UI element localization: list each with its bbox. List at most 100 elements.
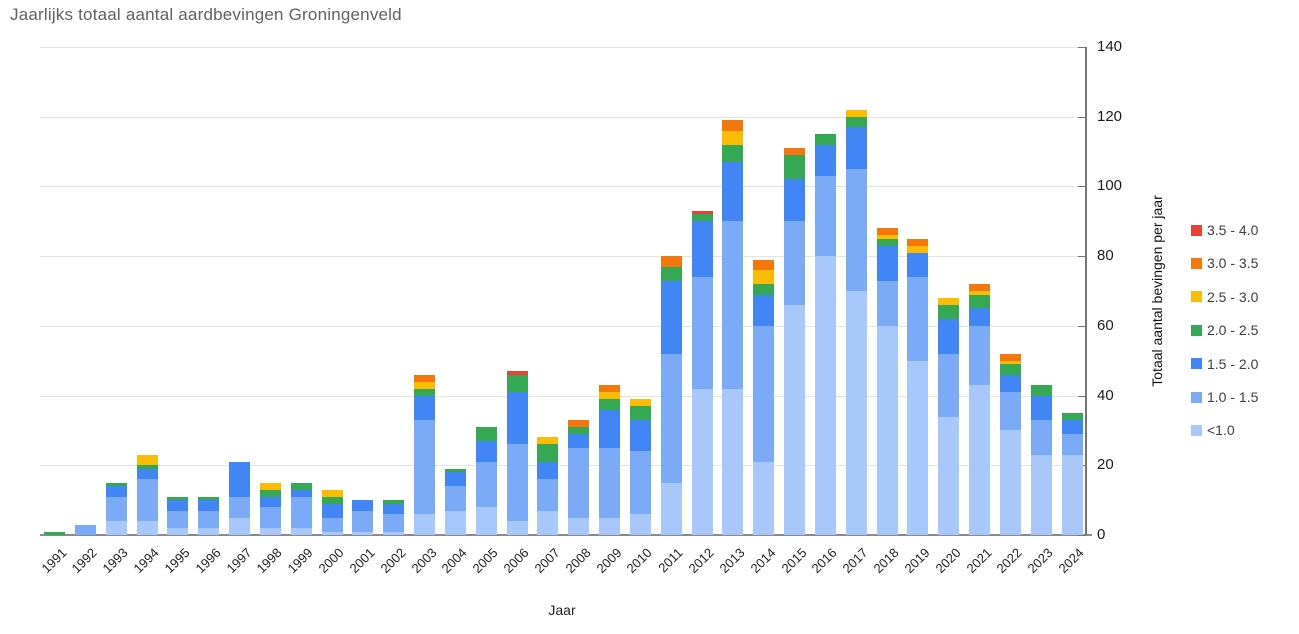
bar-segment-<1.0 — [599, 517, 620, 535]
chart-title: Jaarlijks totaal aantal aardbevingen Gro… — [10, 5, 402, 24]
y-axis-tick — [1078, 325, 1085, 327]
bar-1996 — [198, 496, 220, 535]
bar-segment-1.0-1.5 — [969, 325, 991, 386]
bar-segment-3.0-3.5 — [784, 148, 806, 156]
bar-segment-2.0-2.5 — [845, 116, 867, 128]
bar-segment-2.0-2.5 — [383, 500, 405, 504]
bar-segment-<1.0 — [352, 531, 374, 535]
bar-2024 — [1061, 413, 1083, 535]
bar-segment-1.0-1.5 — [629, 451, 651, 515]
bar-segment-1.0-1.5 — [229, 496, 250, 518]
bar-segment-1.5-2.0 — [321, 503, 343, 518]
bar-segment-<1.0 — [290, 528, 312, 535]
bar-segment-2.5-3.0 — [414, 381, 435, 389]
bar-segment-<1.0 — [506, 521, 528, 535]
bar-1992 — [74, 524, 96, 535]
bar-1997 — [229, 461, 250, 535]
bar-segment-2.5-3.0 — [321, 489, 343, 497]
bar-segment-2.0-2.5 — [876, 238, 898, 246]
bar-2004 — [444, 468, 466, 535]
bar-segment-2.0-2.5 — [969, 294, 991, 309]
bar-segment-<1.0 — [1061, 454, 1083, 535]
bar-2002 — [383, 500, 405, 535]
legend-item-1.5-2.0: 1.5 - 2.0 — [1191, 354, 1258, 374]
bar-segment-1.5-2.0 — [475, 440, 497, 462]
bar-segment-3.5-4.0 — [506, 371, 528, 375]
bar-segment-1.5-2.0 — [383, 503, 405, 515]
bar-1994 — [136, 454, 158, 535]
y-axis-line — [1085, 47, 1087, 535]
bar-segment-<1.0 — [167, 528, 189, 535]
bar-segment-1.5-2.0 — [907, 252, 929, 278]
bar-segment-2.5-3.0 — [969, 291, 991, 295]
bar-segment-2.0-2.5 — [537, 444, 559, 462]
y-tick-label: 40 — [1097, 386, 1114, 404]
bar-segment-1.0-1.5 — [938, 353, 960, 417]
bar-segment-1.0-1.5 — [506, 444, 528, 522]
bar-2006 — [506, 371, 528, 535]
bar-segment-<1.0 — [722, 388, 744, 535]
bar-segment-1.5-2.0 — [629, 420, 651, 452]
legend-label: 2.0 - 2.5 — [1207, 322, 1259, 339]
bar-segment-1.0-1.5 — [475, 461, 497, 508]
y-tick-label: 0 — [1097, 526, 1106, 543]
bar-segment-3.0-3.5 — [907, 238, 929, 246]
bar-segment-3.0-3.5 — [722, 120, 744, 131]
bar-segment-2.0-2.5 — [1061, 413, 1083, 421]
bar-2022 — [999, 353, 1021, 535]
bar-segment-<1.0 — [814, 256, 836, 535]
legend-label: 1.5 - 2.0 — [1207, 355, 1259, 372]
bar-segment-1.0-1.5 — [444, 486, 466, 511]
bar-segment-1.0-1.5 — [414, 420, 435, 515]
bar-segment-2.0-2.5 — [568, 427, 590, 435]
bar-segment-2.5-3.0 — [907, 245, 929, 253]
bar-segment-<1.0 — [691, 388, 713, 535]
bar-segment-1.0-1.5 — [383, 514, 405, 532]
bar-segment-<1.0 — [105, 521, 127, 535]
legend-swatch-icon — [1191, 224, 1202, 236]
bar-segment-1.0-1.5 — [845, 169, 867, 291]
legend-label: 1.0 - 1.5 — [1207, 389, 1259, 405]
bar-segment-3.0-3.5 — [414, 374, 435, 382]
bar-segment-1.0-1.5 — [321, 517, 343, 532]
legend-swatch-icon — [1191, 391, 1202, 403]
legend-swatch-icon — [1191, 257, 1202, 269]
bar-2001 — [352, 500, 374, 535]
bar-segment-1.0-1.5 — [568, 447, 590, 518]
y-axis-tick — [1078, 395, 1085, 397]
bar-segment-1.5-2.0 — [938, 318, 960, 354]
bar-segment-<1.0 — [444, 510, 466, 535]
bar-segment-2.0-2.5 — [691, 214, 713, 222]
legend-item-2.0-2.5: 2.0 - 2.5 — [1191, 320, 1258, 340]
bar-segment-<1.0 — [537, 510, 559, 535]
bar-segment-1.0-1.5 — [290, 496, 312, 528]
bar-1995 — [167, 496, 189, 535]
bar-1998 — [259, 482, 281, 535]
bar-segment-2.5-3.0 — [876, 235, 898, 239]
bar-segment-2.0-2.5 — [814, 134, 836, 145]
bar-segment-1.5-2.0 — [290, 489, 312, 497]
gridline-140 — [40, 47, 1085, 48]
bar-segment-1.5-2.0 — [105, 486, 127, 497]
bar-segment-2.5-3.0 — [753, 270, 775, 285]
bar-segment-<1.0 — [198, 528, 220, 535]
y-axis-tick — [1078, 535, 1085, 536]
bar-segment-1.5-2.0 — [1030, 395, 1052, 420]
bar-segment-2.0-2.5 — [938, 305, 960, 319]
bar-segment-1.0-1.5 — [1030, 419, 1052, 455]
bar-segment-2.5-3.0 — [136, 454, 158, 466]
bar-segment-1.5-2.0 — [845, 127, 867, 169]
bar-segment-<1.0 — [969, 385, 991, 535]
bar-segment-2.5-3.0 — [537, 437, 559, 445]
legend-swatch-icon — [1191, 358, 1202, 370]
bar-segment-2.0-2.5 — [784, 155, 806, 180]
bar-segment-1.5-2.0 — [537, 461, 559, 480]
gridline-120 — [40, 116, 1085, 118]
bar-segment-2.5-3.0 — [629, 399, 651, 407]
bar-segment-1.5-2.0 — [352, 500, 374, 511]
bar-segment-1.0-1.5 — [876, 280, 898, 326]
legend-item-3.0-3.5: 3.0 - 3.5 — [1191, 253, 1258, 273]
bar-segment-1.5-2.0 — [167, 500, 189, 511]
bar-segment-1.5-2.0 — [229, 461, 250, 497]
bar-segment-1.5-2.0 — [876, 245, 898, 281]
